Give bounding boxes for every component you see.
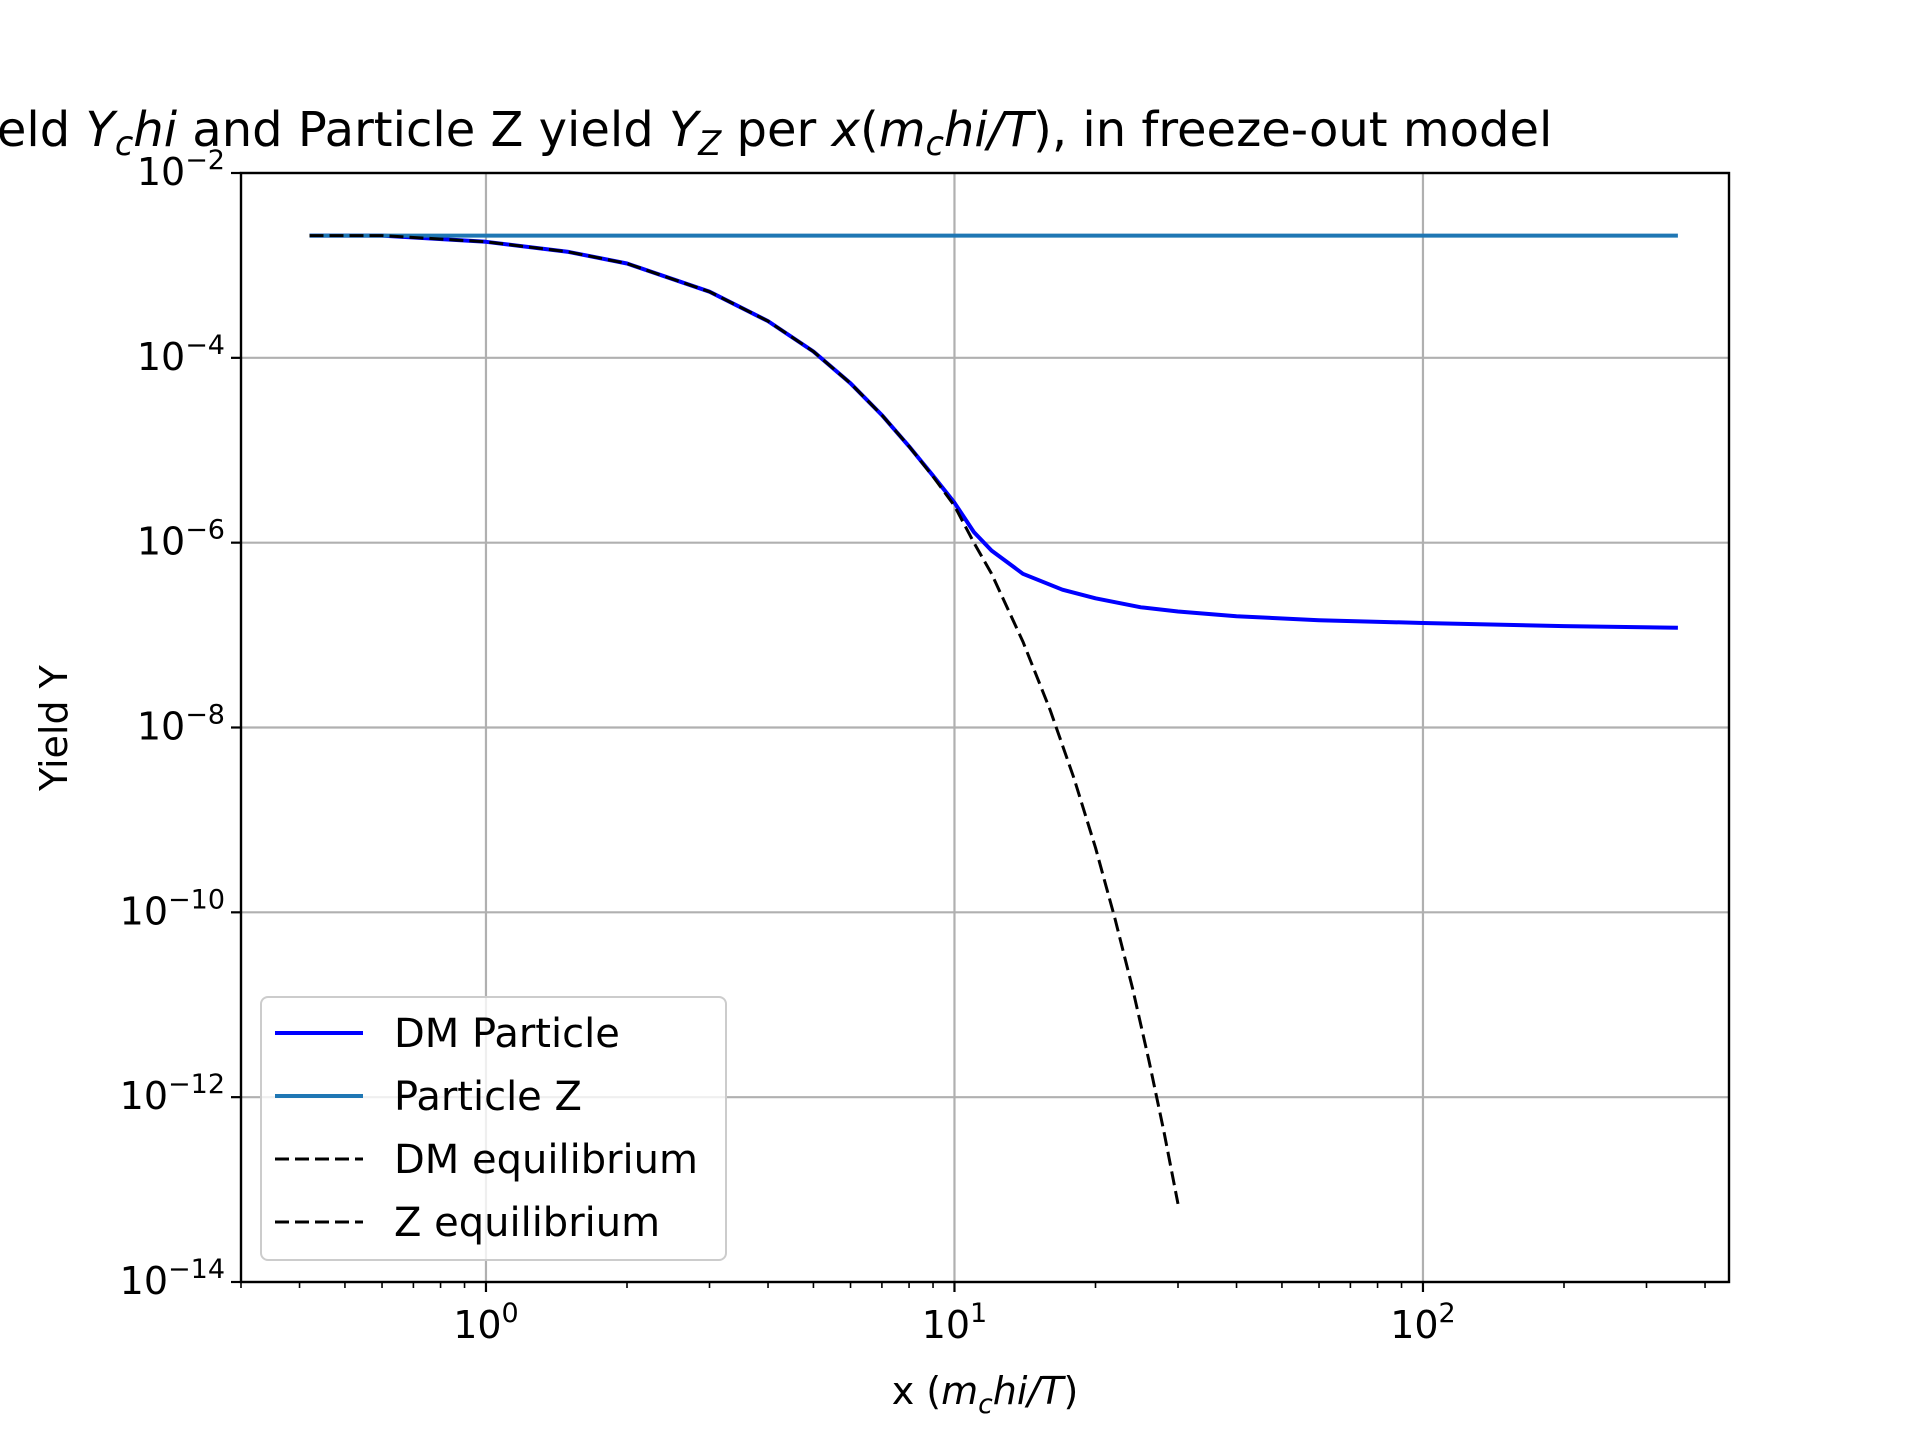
y-tick-label: 10−8 [137,700,225,749]
axis-ticks [231,171,1706,1292]
text-part: and Particle Z yield [177,102,669,158]
y-tick-label: 10−14 [120,1254,225,1303]
legend-label: DM equilibrium [394,1137,698,1183]
legend-label: Z equilibrium [394,1200,660,1246]
text-part: Z [697,124,722,163]
text-part: c [978,1389,993,1420]
text-part: ), in freeze-out model [1033,102,1552,158]
tick-exponent: −8 [185,700,225,731]
tick-base: 10 [922,1303,970,1347]
tick-base: 10 [120,1259,168,1303]
text-part: x [830,102,861,158]
text-part: Dark matter yield [0,102,85,158]
tick-exponent: 1 [970,1298,987,1329]
text-part: per [721,102,831,158]
tick-base: 10 [120,889,168,933]
text-part: c [925,124,943,163]
legend-label: DM Particle [394,1011,620,1057]
series-lines [309,233,1678,1205]
tick-exponent: −4 [185,330,225,361]
y-tick-label: 10−2 [137,145,225,194]
tick-base: 10 [120,1074,168,1118]
text-part: m [879,102,926,158]
tick-base: 10 [137,705,185,749]
dm-equilibrium-line [309,234,1180,1205]
x-tick-label: 101 [922,1298,988,1347]
tick-exponent: −2 [185,145,225,176]
tick-exponent: −10 [168,884,225,915]
y-tick-label: 10−10 [120,884,225,933]
legend: DM Particle Particle Z DM equilibrium Z equ… [260,996,727,1261]
text-part: hi/T [944,102,1037,158]
tick-exponent: −14 [168,1254,225,1285]
tick-exponent: 2 [1439,1298,1456,1329]
x-axis-label: x (mchi/T) [892,1369,1079,1420]
tick-exponent: 0 [502,1298,519,1329]
text-part: Y [85,102,118,158]
legend-label: Particle Z [394,1074,582,1120]
chart-title: Dark matter yield Ychi and Particle Z yi… [0,102,1552,163]
tick-base: 10 [1390,1303,1438,1347]
y-tick-label: 10−4 [137,330,225,379]
text-part: ) [1063,1369,1078,1413]
tick-exponent: −12 [168,1069,225,1100]
legend-box [260,996,727,1261]
text-part: ( [860,102,879,158]
text-part: hi/T [993,1369,1066,1413]
x-tick-label: 102 [1390,1298,1456,1347]
tick-exponent: −6 [185,515,225,546]
text-part: m [941,1369,978,1413]
y-tick-label: 10−12 [120,1069,225,1118]
text-part: c [115,124,133,163]
text-part: hi [133,102,177,158]
x-tick-label: 100 [453,1298,519,1347]
y-tick-label: 10−6 [137,515,225,564]
dm-particle-line [309,233,1678,630]
tick-base: 10 [137,520,185,564]
y-axis-label: Yield Y [32,664,76,792]
tick-base: 10 [137,150,185,194]
text-part: x ( [892,1369,941,1413]
tick-base: 10 [137,335,185,379]
text-part: Y [669,102,702,158]
tick-base: 10 [453,1303,501,1347]
